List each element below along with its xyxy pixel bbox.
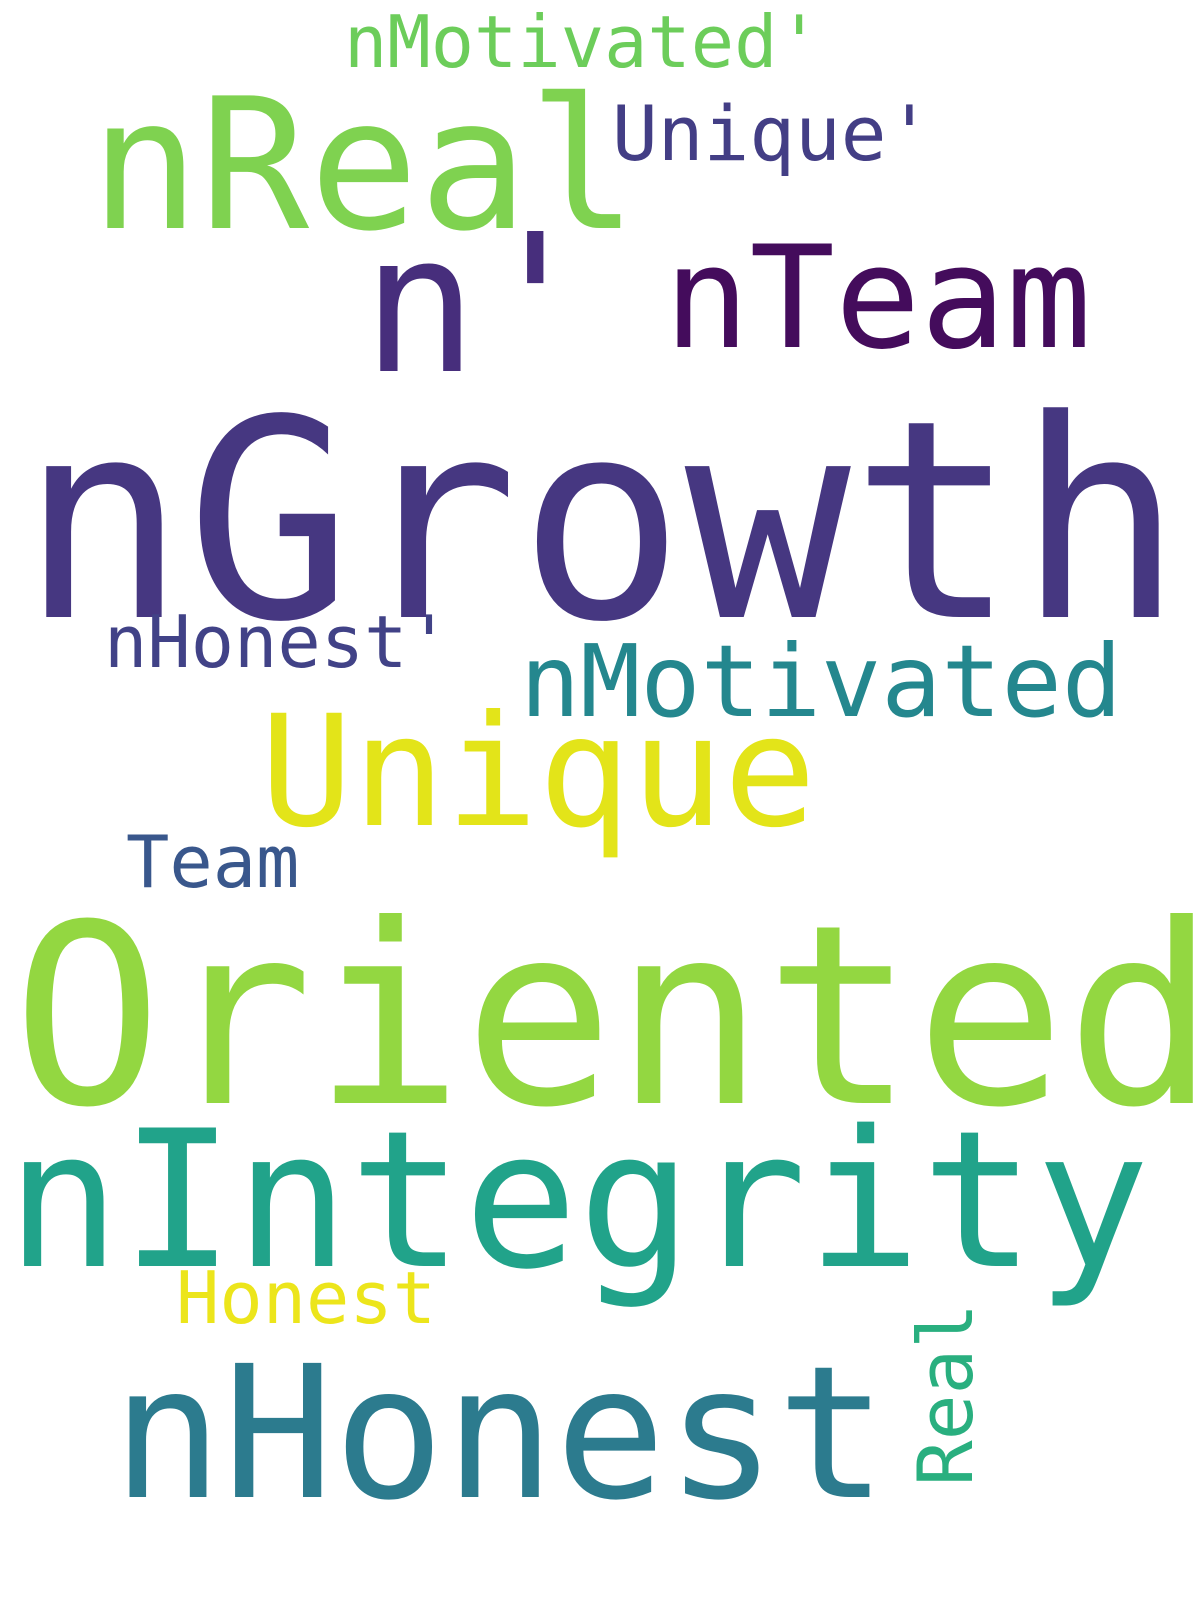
word-team: Team (126, 820, 300, 904)
word-nhonest: nHonest (112, 1327, 888, 1541)
word-ngrowth: nGrowth (20, 362, 1184, 683)
word-nhonest-apostrophe: nHonest' (104, 600, 451, 684)
word-n-apostrophe: n' (362, 194, 594, 417)
word-nreal: nReal (90, 59, 638, 271)
word-oriented: Oriented (12, 871, 1200, 1162)
word-real: Real (901, 1302, 990, 1486)
word-unique-apostrophe: Unique' (612, 89, 933, 178)
word-unique: Unique (260, 683, 817, 862)
word-honest: Honest (176, 1256, 437, 1340)
word-nteam: nTeam (664, 216, 1092, 381)
word-nmotivated: nMotivated (520, 623, 1123, 740)
word-nmotivated-apostrophe: nMotivated' (344, 0, 821, 84)
word-nintegrity: nIntegrity (6, 1090, 1150, 1311)
